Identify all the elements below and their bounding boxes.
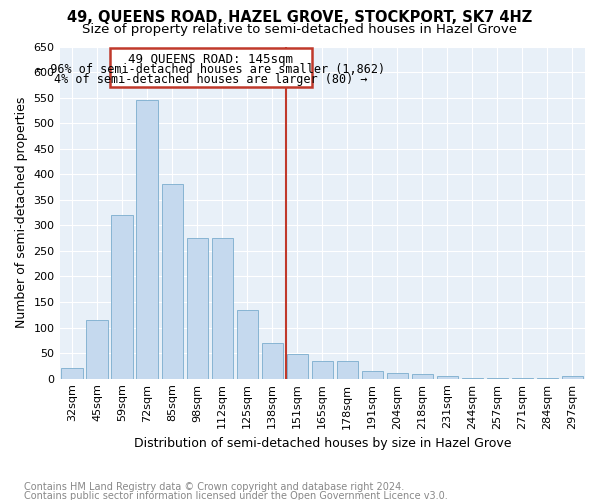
Bar [112,215,133,378]
Bar [86,320,108,378]
Bar [212,238,233,378]
Bar [412,374,433,378]
Bar [311,361,333,378]
Bar [562,376,583,378]
Text: Size of property relative to semi-detached houses in Hazel Grove: Size of property relative to semi-detach… [83,22,517,36]
FancyBboxPatch shape [110,48,312,88]
Text: 49 QUEENS ROAD: 145sqm: 49 QUEENS ROAD: 145sqm [128,52,293,66]
Text: Contains HM Land Registry data © Crown copyright and database right 2024.: Contains HM Land Registry data © Crown c… [24,482,404,492]
X-axis label: Distribution of semi-detached houses by size in Hazel Grove: Distribution of semi-detached houses by … [134,437,511,450]
Bar [362,371,383,378]
Text: 49, QUEENS ROAD, HAZEL GROVE, STOCKPORT, SK7 4HZ: 49, QUEENS ROAD, HAZEL GROVE, STOCKPORT,… [67,10,533,25]
Bar [236,310,258,378]
Text: ← 96% of semi-detached houses are smaller (1,862): ← 96% of semi-detached houses are smalle… [37,63,385,76]
Text: Contains public sector information licensed under the Open Government Licence v3: Contains public sector information licen… [24,491,448,500]
Bar [437,376,458,378]
Bar [287,354,308,378]
Bar [187,238,208,378]
Y-axis label: Number of semi-detached properties: Number of semi-detached properties [15,97,28,328]
Bar [61,368,83,378]
Bar [136,100,158,378]
Bar [161,184,183,378]
Bar [387,372,408,378]
Bar [262,343,283,378]
Text: 4% of semi-detached houses are larger (80) →: 4% of semi-detached houses are larger (8… [54,73,368,86]
Bar [337,361,358,378]
